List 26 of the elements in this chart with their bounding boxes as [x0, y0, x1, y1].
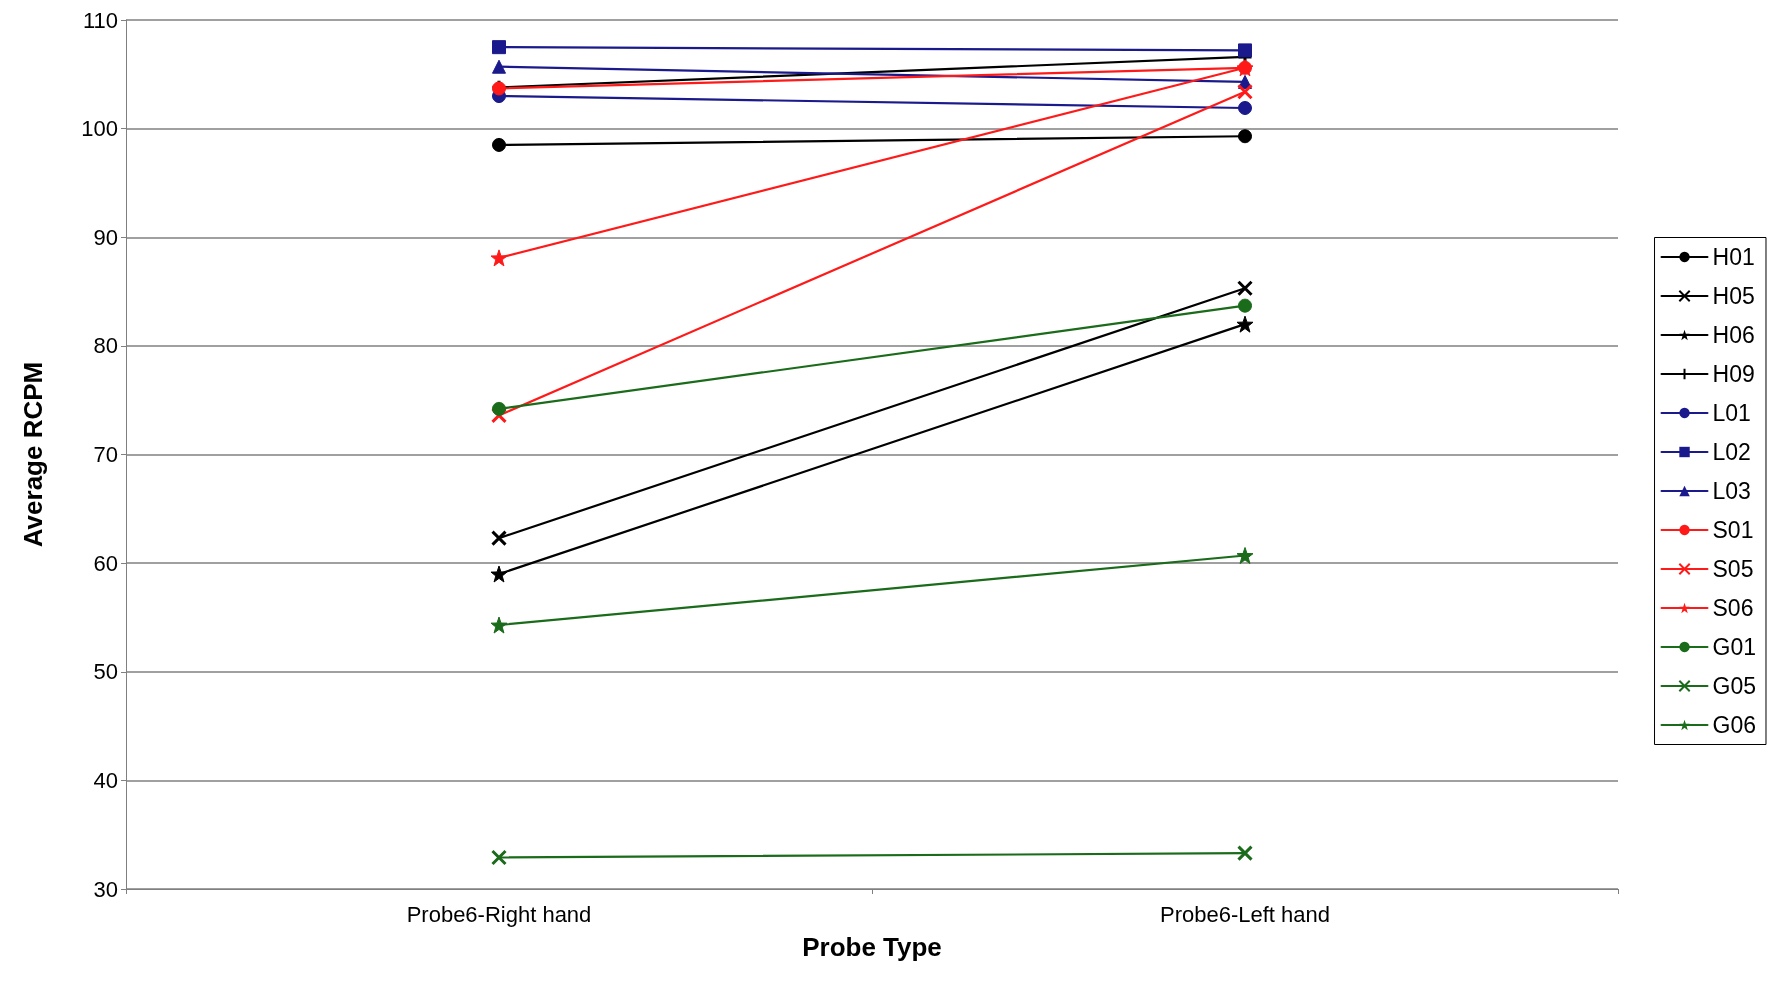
y-tick-label: 90	[93, 224, 118, 250]
y-tick-label: 50	[93, 659, 118, 685]
legend-label: H09	[1712, 361, 1755, 387]
y-tick-label: 40	[93, 767, 118, 793]
y-tick-label: 30	[93, 876, 118, 902]
legend-label: L01	[1712, 400, 1751, 426]
y-tick-label: 100	[81, 116, 118, 142]
legend-label: L03	[1712, 478, 1751, 504]
legend-label: S06	[1712, 595, 1754, 621]
legend-label: G01	[1712, 634, 1757, 660]
legend-label: S01	[1712, 517, 1754, 543]
legend-label: G05	[1712, 673, 1757, 699]
x-tick-label: Probe6-Left hand	[1159, 901, 1331, 927]
y-tick-label: 80	[93, 333, 118, 359]
y-axis-title: Average RCPM	[18, 361, 48, 548]
y-tick-label: 110	[82, 7, 118, 33]
x-tick-label: Probe6-Right hand	[406, 901, 592, 927]
legend-label: G06	[1712, 712, 1757, 738]
x-axis-title: Probe Type	[802, 932, 942, 962]
legend-label: L02	[1712, 439, 1751, 465]
y-tick-label: 60	[93, 550, 118, 576]
legend-label: H01	[1712, 244, 1755, 270]
y-tick-label: 70	[93, 442, 118, 467]
legend-label: H05	[1712, 283, 1755, 309]
legend-label: H06	[1712, 322, 1755, 348]
legend-label: S05	[1712, 556, 1754, 582]
